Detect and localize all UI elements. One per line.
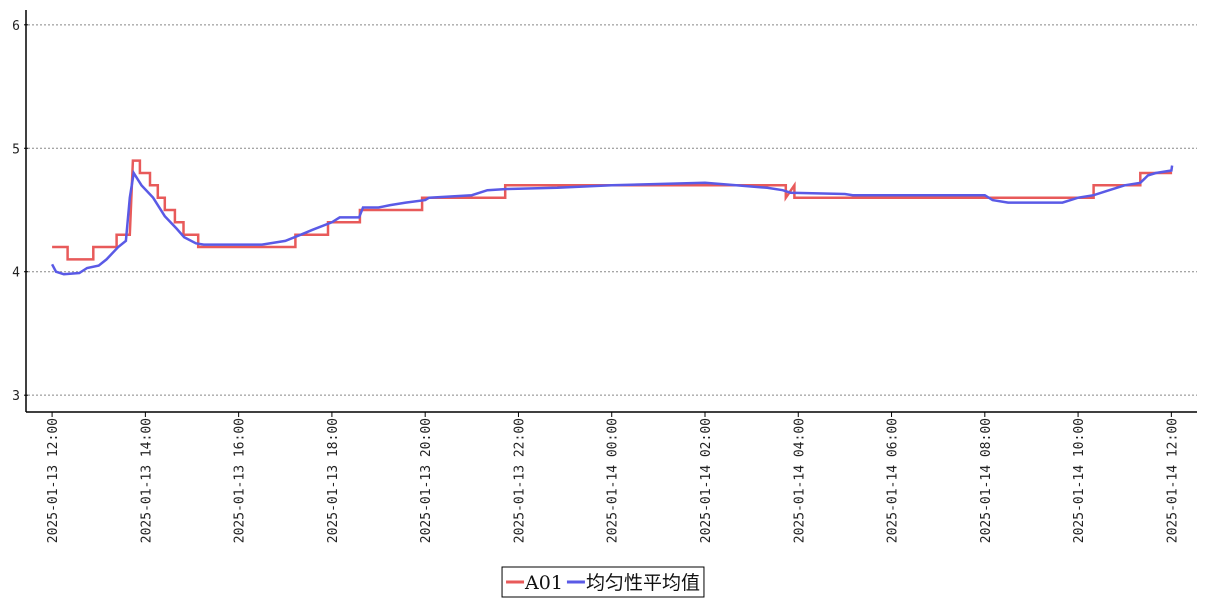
x-tick-label: 2025-01-14 10:00	[1072, 418, 1087, 543]
legend-box	[501, 566, 705, 598]
x-tick-label: 2025-01-13 22:00	[512, 418, 527, 543]
x-tick-label: 2025-01-14 04:00	[792, 418, 807, 543]
series-line	[50, 165, 1174, 276]
x-tick-label: 2025-01-14 02:00	[699, 418, 714, 543]
x-tick-label: 2025-01-14 06:00	[886, 418, 901, 543]
x-tick-label: 2025-01-13 12:00	[46, 418, 61, 543]
y-tick-label: 3	[12, 389, 20, 404]
x-tick-label: 2025-01-14 00:00	[606, 418, 621, 543]
x-tick-label: 2025-01-13 16:00	[233, 418, 248, 543]
legend-label: A01	[524, 572, 563, 594]
y-tick-label: 5	[12, 142, 20, 157]
y-tick-label: 6	[12, 19, 20, 34]
legend-label: 均匀性平均值	[586, 572, 700, 594]
x-tick-label: 2025-01-14 08:00	[979, 418, 994, 543]
y-tick-label: 4	[12, 266, 20, 281]
x-tick-label: 2025-01-14 12:00	[1165, 418, 1180, 543]
x-tick-label: 2025-01-13 20:00	[419, 418, 434, 543]
x-tick-label: 2025-01-13 14:00	[139, 418, 154, 543]
x-tick-label: 2025-01-13 18:00	[326, 418, 341, 543]
